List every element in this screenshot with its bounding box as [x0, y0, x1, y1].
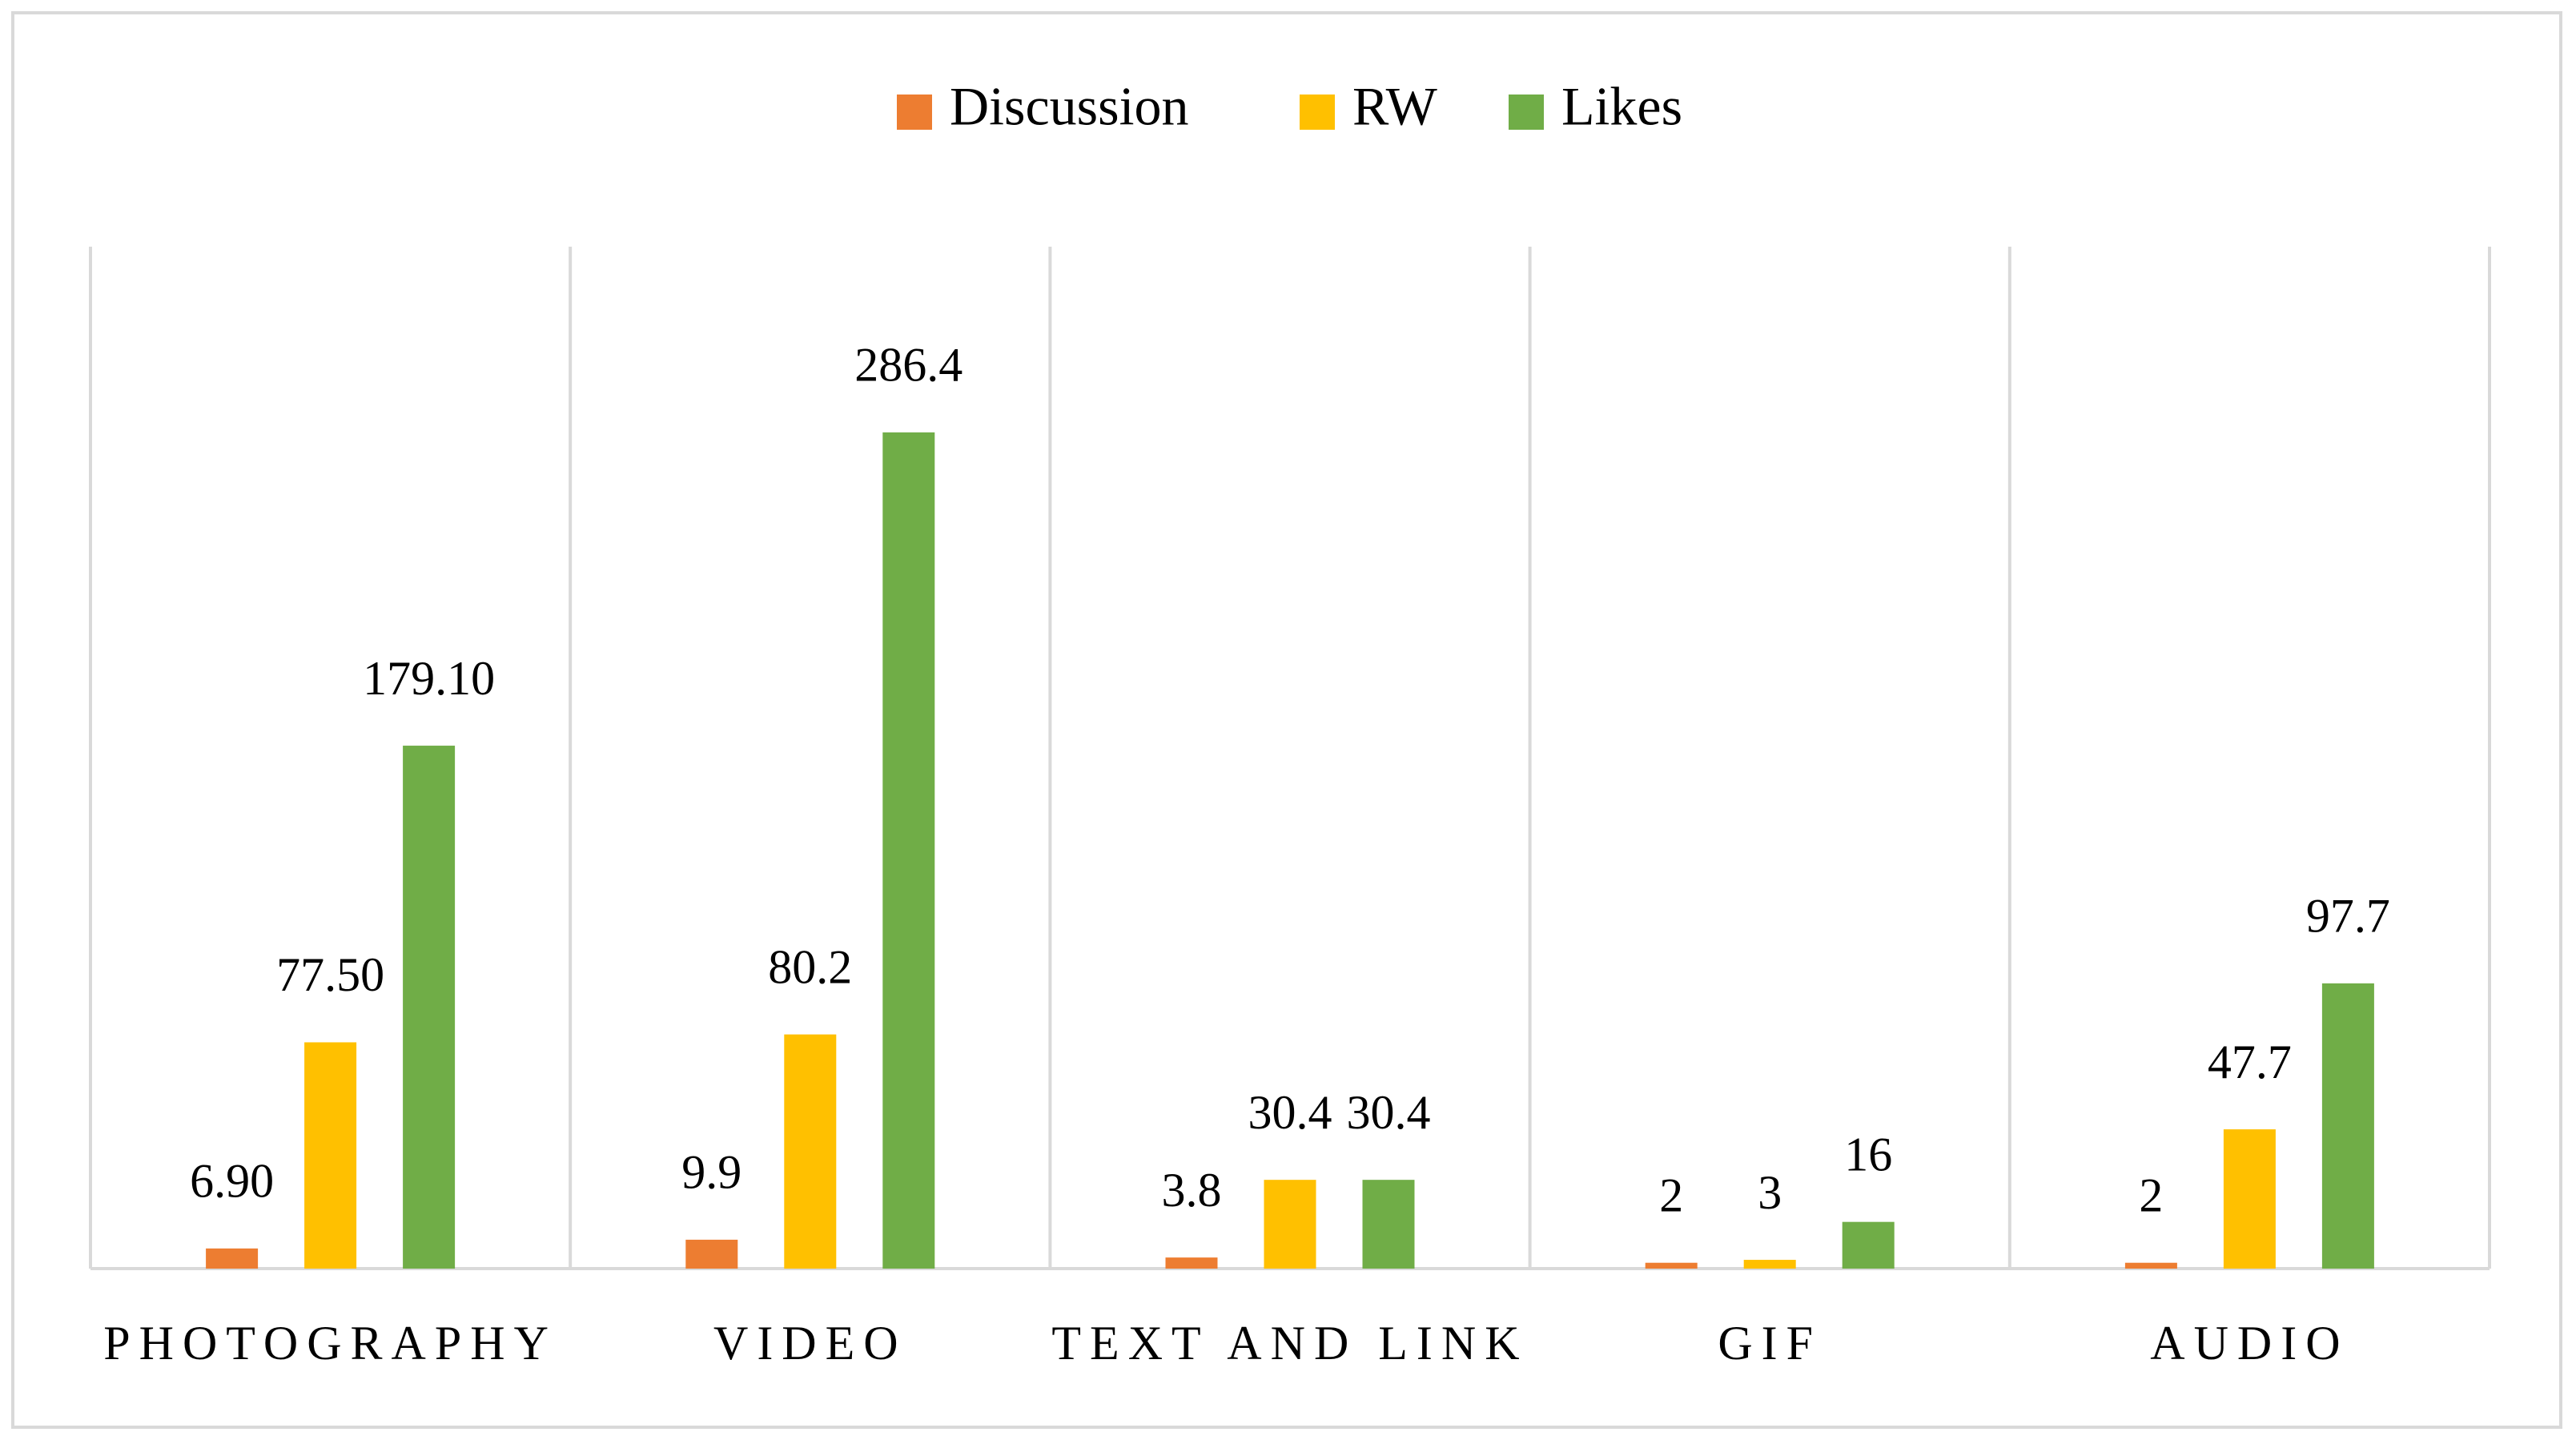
data-label: 179.10 — [363, 652, 495, 705]
bar — [882, 432, 935, 1269]
data-label: 3.8 — [1162, 1164, 1222, 1217]
x-tick-label: TEXT AND LINK — [1051, 1317, 1528, 1370]
legend-label: Likes — [1561, 76, 1682, 137]
bar — [2124, 1262, 2177, 1269]
bar — [2321, 983, 2374, 1269]
legend-label: RW — [1352, 76, 1438, 137]
bar — [685, 1239, 738, 1269]
x-tick-label: GIF — [1718, 1317, 1822, 1370]
bar — [1264, 1180, 1316, 1269]
bar — [784, 1034, 837, 1269]
data-label: 30.4 — [1347, 1086, 1431, 1139]
data-label: 77.50 — [276, 948, 384, 1001]
data-label: 286.4 — [854, 339, 962, 392]
data-label: 16 — [1844, 1128, 1892, 1181]
legend-swatch — [1300, 95, 1335, 130]
data-label: 2 — [2139, 1168, 2163, 1221]
data-label: 3 — [1758, 1166, 1782, 1219]
bar — [1743, 1260, 1796, 1269]
x-tick-label: AUDIO — [2150, 1317, 2349, 1370]
data-label: 80.2 — [768, 940, 852, 993]
bar — [403, 746, 456, 1269]
legend-label: Discussion — [950, 76, 1188, 137]
x-tick-label: PHOTOGRAPHY — [103, 1317, 557, 1370]
data-label: 47.7 — [2208, 1036, 2292, 1088]
bar — [2223, 1129, 2276, 1269]
data-label: 97.7 — [2306, 890, 2390, 943]
bar — [1165, 1257, 1218, 1269]
bar — [206, 1248, 259, 1269]
bar — [1645, 1262, 1698, 1269]
bar — [304, 1042, 357, 1269]
data-label: 6.90 — [190, 1155, 274, 1208]
legend-swatch — [897, 95, 932, 130]
data-label: 30.4 — [1248, 1086, 1332, 1139]
data-label: 2 — [1659, 1168, 1683, 1221]
bar — [1842, 1221, 1895, 1269]
legend-swatch — [1509, 95, 1544, 130]
bar — [1362, 1180, 1415, 1269]
x-tick-label: VIDEO — [713, 1317, 907, 1370]
data-label: 9.9 — [681, 1146, 741, 1199]
